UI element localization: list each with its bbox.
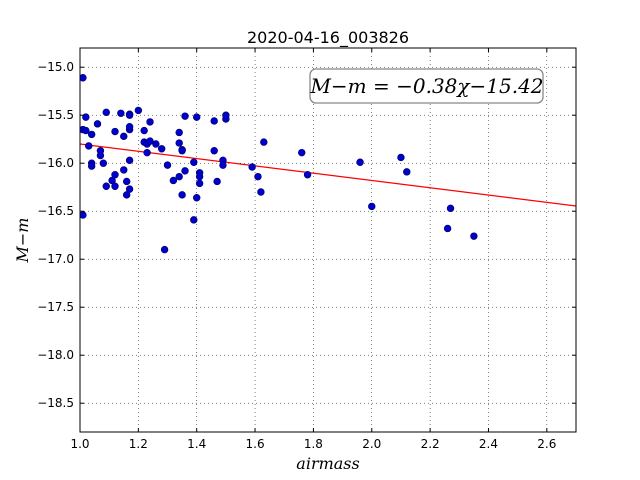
data-point — [146, 137, 154, 145]
data-point — [210, 117, 218, 125]
data-point — [152, 140, 160, 148]
data-point — [125, 123, 134, 131]
data-point — [96, 151, 105, 160]
data-point — [210, 147, 218, 155]
data-point — [175, 139, 183, 147]
data-point — [99, 159, 108, 167]
data-point — [111, 171, 119, 179]
data-point — [122, 177, 131, 186]
data-point — [82, 113, 90, 121]
y-tick-label: −16.5 — [37, 204, 74, 218]
data-point — [160, 245, 169, 254]
data-point — [257, 188, 265, 196]
data-point — [260, 138, 268, 146]
data-point — [117, 109, 125, 117]
data-point — [193, 113, 201, 121]
data-point — [80, 211, 87, 219]
data-point — [213, 177, 221, 186]
plot-frame — [79, 47, 577, 433]
data-point — [143, 148, 151, 157]
data-point — [175, 128, 183, 137]
equation-text: M−m = −0.38χ−15.42 — [309, 74, 543, 98]
data-point — [169, 176, 178, 185]
data-point — [120, 166, 128, 174]
data-point — [303, 171, 312, 179]
data-point — [125, 111, 134, 119]
data-point — [248, 163, 256, 171]
data-point — [120, 132, 128, 141]
data-point — [146, 118, 154, 126]
data-point — [403, 168, 411, 176]
y-tick-label: −18.5 — [37, 396, 74, 410]
equation-box — [309, 68, 544, 104]
y-tick-label: −15.0 — [37, 60, 74, 74]
y-tick-label: −18.0 — [37, 348, 74, 362]
y-tick-label: −16.0 — [37, 156, 74, 170]
data-point — [193, 194, 201, 202]
x-tick-label: 1.2 — [129, 437, 148, 451]
data-point — [140, 126, 148, 135]
data-point — [254, 172, 262, 181]
data-point — [446, 204, 455, 213]
data-points — [80, 74, 478, 254]
equation-annotation: M−m = −0.38χ−15.42 — [309, 68, 544, 104]
data-point — [102, 182, 110, 190]
data-point — [470, 232, 478, 240]
data-point — [219, 161, 227, 169]
data-point — [125, 156, 134, 165]
data-point — [87, 130, 96, 139]
data-point — [85, 142, 93, 150]
x-tick-label: 1.6 — [246, 437, 265, 451]
data-point — [80, 74, 87, 82]
data-point — [181, 167, 189, 175]
data-point — [93, 120, 102, 128]
data-point — [190, 158, 198, 166]
x-tick-label: 1.4 — [187, 437, 206, 451]
data-point — [397, 153, 405, 162]
data-point — [125, 185, 134, 193]
x-tick-label: 2.2 — [421, 437, 440, 451]
x-tick-label: 2.0 — [362, 437, 381, 451]
axis-ticks: 1.0 1.2 1.4 1.6 1.8 2.0 2.2 2.4 2.6 −15.0 −15.5 −16… — [37, 48, 576, 451]
y-tick-label: −17.5 — [37, 300, 74, 314]
x-tick-label: 1.0 — [70, 437, 89, 451]
y-tick-label: −17.0 — [37, 252, 74, 266]
data-point — [82, 126, 90, 135]
x-tick-label: 1.8 — [304, 437, 323, 451]
data-point — [356, 158, 364, 166]
data-point — [190, 216, 198, 224]
x-tick-label: 2.6 — [537, 437, 556, 451]
data-point — [111, 127, 119, 136]
fit-line-group — [80, 143, 576, 207]
chart-title: 2020-04-16_003826 — [247, 28, 409, 48]
data-point — [122, 191, 131, 199]
data-point — [175, 172, 183, 181]
data-point — [108, 176, 116, 185]
data-point — [368, 202, 376, 211]
data-point — [111, 182, 119, 190]
data-point — [87, 162, 96, 170]
x-axis-label: airmass — [296, 454, 359, 473]
data-point — [195, 179, 204, 188]
data-point — [181, 112, 189, 120]
data-point — [163, 161, 172, 169]
y-tick-label: −15.5 — [37, 108, 74, 122]
data-point — [195, 172, 204, 181]
data-point — [222, 111, 230, 119]
fit-line — [80, 143, 576, 207]
data-point — [178, 191, 186, 199]
data-point — [157, 145, 166, 153]
data-point — [298, 148, 306, 157]
data-point — [443, 224, 452, 233]
data-point — [102, 108, 110, 117]
y-axis-label: M−m — [13, 218, 32, 264]
data-point — [134, 106, 143, 115]
x-tick-label: 2.4 — [479, 437, 498, 451]
data-point — [178, 147, 186, 155]
grid-lines — [79, 48, 576, 432]
